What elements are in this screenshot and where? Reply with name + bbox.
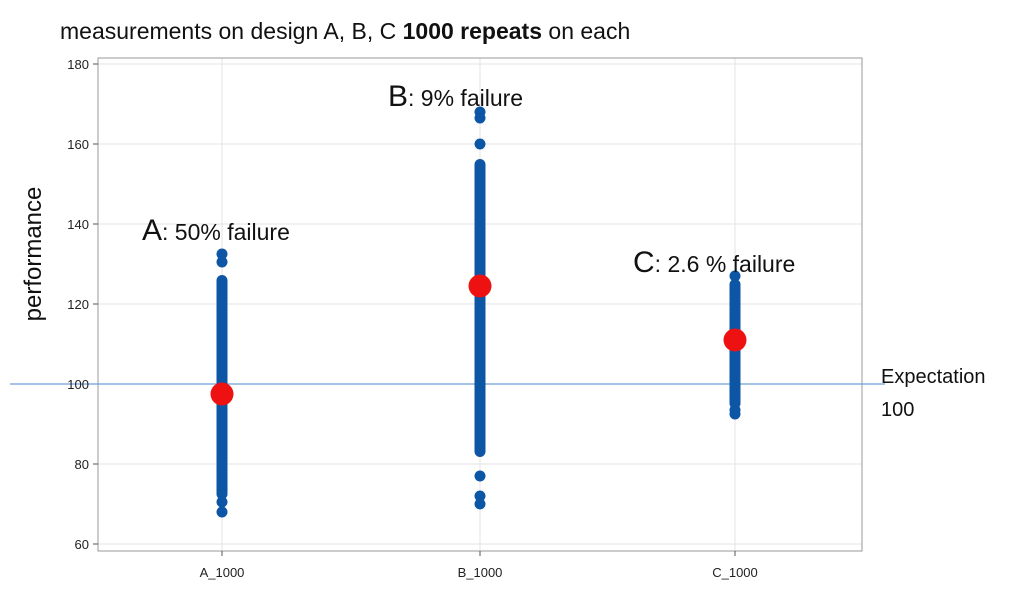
y-tick-labels: 60 80 100 120 140 160 180 <box>67 57 89 552</box>
y-tick-label: 160 <box>67 137 89 152</box>
failure-annotation: C: 2.6 % failure <box>633 246 795 279</box>
mean-markers <box>210 274 747 406</box>
y-tick-label: 80 <box>75 457 89 472</box>
y-tick-label: 60 <box>75 537 89 552</box>
y-tick-label: 180 <box>67 57 89 72</box>
annotation-letter: C <box>633 246 655 279</box>
chart-title: measurements on design A, B, C 1000 repe… <box>60 18 630 44</box>
data-point <box>216 506 228 518</box>
data-point <box>474 498 486 510</box>
data-point <box>216 248 228 260</box>
annotation-letter: A <box>142 214 162 247</box>
data-point <box>729 270 741 282</box>
mean-point <box>210 382 234 406</box>
data-point <box>729 408 741 420</box>
chart-title-suffix: on each <box>542 18 630 44</box>
data-point <box>216 256 228 268</box>
annotation-text: : 50% failure <box>162 219 290 245</box>
failure-annotation: A: 50% failure <box>142 214 290 247</box>
y-axis-label: performance <box>20 187 47 322</box>
data-point <box>216 496 228 508</box>
data-point <box>474 490 486 502</box>
data-point <box>474 138 486 150</box>
y-tick-label: 140 <box>67 217 89 232</box>
x-tick-labels: A_1000 B_1000 C_1000 <box>200 565 758 580</box>
data-point <box>474 106 486 118</box>
x-tick-label: B_1000 <box>458 565 503 580</box>
y-tick-label: 100 <box>67 377 89 392</box>
data-point <box>216 488 228 500</box>
annotation-letter: B <box>388 80 408 113</box>
x-tick-label: A_1000 <box>200 565 245 580</box>
data-point-strip <box>474 159 486 457</box>
annotation-text: : 2.6 % failure <box>655 251 796 277</box>
annotation-text: : 9% failure <box>408 85 523 111</box>
annotations: A: 50% failure B: 9% failure C: 2.6 % fail… <box>142 80 795 279</box>
mean-point <box>468 274 492 298</box>
y-tick-label: 120 <box>67 297 89 312</box>
reference-label-line2: 100 <box>881 399 914 421</box>
chart-title-prefix: measurements on design A, B, C <box>60 18 403 44</box>
chart-title-bold: 1000 repeats <box>403 18 542 44</box>
mean-point <box>723 328 747 352</box>
reference-label-line1: Expectation <box>881 366 986 388</box>
failure-annotation: B: 9% failure <box>388 80 523 113</box>
x-tick-label: C_1000 <box>712 565 758 580</box>
data-point <box>474 470 486 482</box>
